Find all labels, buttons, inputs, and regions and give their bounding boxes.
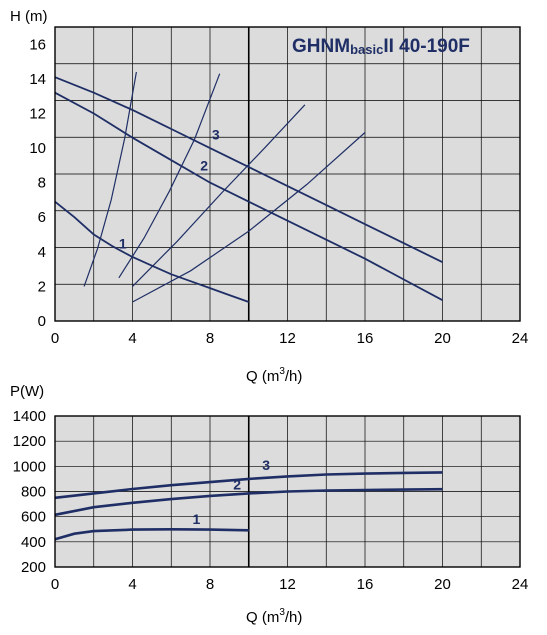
title-subscript: basic — [350, 42, 383, 57]
x-tick-label: 0 — [51, 330, 59, 347]
head-x-tick-labels: 0 4 8 12 16 20 24 — [51, 330, 529, 347]
curve-label-1: 1 — [193, 511, 201, 527]
x-tick-label: 20 — [434, 576, 451, 593]
title-tail: II 40-190F — [383, 36, 470, 57]
curve-label-1: 1 — [119, 235, 127, 251]
y-tick-label: 8 — [38, 175, 46, 192]
x-tick-label: 12 — [279, 576, 296, 593]
x-tick-label: 16 — [357, 576, 374, 593]
y-tick-label: 12 — [29, 105, 46, 122]
y-tick-label: 4 — [38, 244, 46, 261]
power-xlabel-tail: /h) — [285, 609, 303, 626]
series-line-2 — [54, 487, 443, 517]
system-curve — [118, 73, 221, 279]
y-tick-label: 10 — [29, 140, 46, 157]
head-series — [54, 76, 443, 303]
plot-border — [54, 415, 521, 568]
x-tick-label: 24 — [512, 330, 529, 347]
series-line-3 — [54, 471, 443, 500]
system-curve — [132, 132, 366, 303]
x-tick-label: 12 — [279, 330, 296, 347]
x-tick-label: 4 — [128, 576, 136, 593]
power-series — [54, 471, 443, 541]
y-tick-label: 400 — [21, 534, 46, 551]
series-line-2 — [54, 91, 443, 301]
power-xlabel-sup: 3 — [279, 607, 285, 618]
y-tick-label: 1000 — [13, 458, 46, 475]
plot-border — [54, 26, 521, 322]
power-xlabel-base: Q (m — [246, 609, 279, 626]
head-y-axis-label: H (m) — [10, 8, 48, 25]
head-frame — [54, 26, 521, 322]
curve-label-2: 2 — [233, 477, 241, 493]
x-tick-label: 20 — [434, 330, 451, 347]
x-tick-label: 4 — [128, 330, 136, 347]
head-chart-title: GHNMbasicII 40-190F — [292, 36, 470, 57]
system-curve — [132, 104, 306, 287]
y-tick-label: 6 — [38, 209, 46, 226]
head-xlabel-sup: 3 — [279, 366, 285, 377]
y-tick-label: 16 — [29, 36, 46, 53]
y-tick-label: 1400 — [13, 408, 46, 425]
x-tick-label: 0 — [51, 576, 59, 593]
power-curve-labels: 1 2 3 — [193, 457, 271, 527]
power-y-axis-label: P(W) — [10, 383, 44, 400]
title-main: GHNM — [292, 36, 350, 57]
x-tick-label: 8 — [206, 576, 214, 593]
series-line-1 — [54, 200, 250, 303]
y-tick-label: 14 — [29, 71, 46, 88]
series-line-1 — [54, 527, 249, 541]
y-tick-label: 0 — [38, 313, 46, 330]
x-tick-label: 16 — [357, 330, 374, 347]
y-tick-label: 2 — [38, 278, 46, 295]
series-line-3 — [54, 76, 443, 264]
head-xlabel-base: Q (m — [246, 368, 279, 385]
curve-label-3: 3 — [262, 457, 270, 473]
y-tick-label: 1200 — [13, 433, 46, 450]
y-tick-label: 800 — [21, 484, 46, 501]
head-system-curves — [83, 71, 366, 303]
head-curve-labels: 1 23 — [119, 126, 220, 251]
power-x-tick-labels: 0 4 8 12 16 20 24 — [51, 576, 529, 593]
head-xlabel-tail: /h) — [285, 368, 303, 385]
curve-label-2: 2 — [200, 158, 208, 174]
y-tick-label: 200 — [21, 559, 46, 576]
head-y-tick-labels: 0 2 4 6 8 10 12 14 16 — [29, 36, 46, 330]
system-curve — [83, 71, 137, 287]
head-x-axis-label: Q (m3/h) — [246, 366, 302, 385]
curve-label-3: 3 — [212, 126, 220, 142]
x-tick-label: 8 — [206, 330, 214, 347]
power-x-axis-label: Q (m3/h) — [246, 607, 302, 626]
power-y-tick-labels: 200 400 600 800 1000 1200 1400 — [13, 408, 46, 576]
power-frame — [54, 415, 521, 568]
x-tick-label: 24 — [512, 576, 529, 593]
y-tick-label: 600 — [21, 509, 46, 526]
